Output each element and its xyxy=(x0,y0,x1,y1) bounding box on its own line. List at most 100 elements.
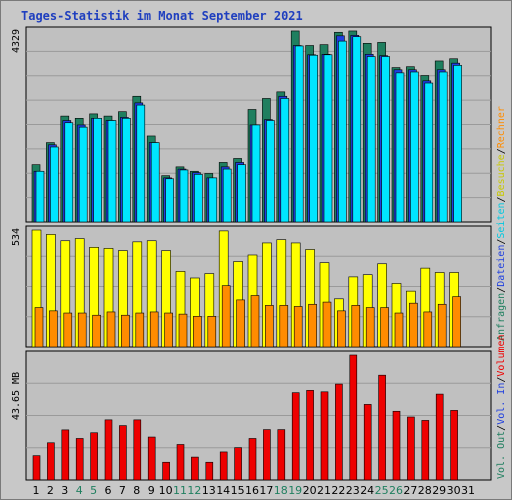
x-tick-label: 7 xyxy=(119,484,126,497)
bar-rechner xyxy=(452,296,461,348)
bar-rechner xyxy=(279,305,289,348)
bar-volumen xyxy=(248,438,257,481)
bar-rechner xyxy=(92,314,101,348)
bar-rechner xyxy=(121,314,130,348)
x-tick-label: 25 xyxy=(375,484,389,497)
bar-volumen xyxy=(234,447,242,481)
bar-rechner xyxy=(337,310,346,348)
bar-rechner xyxy=(293,306,303,348)
bar-rechner xyxy=(380,307,389,348)
bar-volumen xyxy=(363,404,372,481)
x-tick-label: 18 xyxy=(274,484,288,497)
bar-rechner xyxy=(409,302,418,348)
bar-rechner xyxy=(77,312,87,348)
x-tick-label: 11 xyxy=(173,484,187,497)
x-tick-label: 28 xyxy=(418,484,432,497)
bar-volumen xyxy=(90,432,98,481)
legend-entry: Volumen xyxy=(496,334,507,376)
x-tick-label: 9 xyxy=(148,484,155,497)
bar-volumen xyxy=(119,425,127,481)
y-max-label-top: 4329 xyxy=(11,29,22,53)
x-tick-label: 23 xyxy=(346,484,360,497)
bar-rechner xyxy=(106,311,116,348)
bar-volumen xyxy=(104,419,113,481)
x-tick-label: 4 xyxy=(76,484,83,497)
bar-volumen xyxy=(219,451,228,481)
bar-rechner xyxy=(322,301,332,348)
x-tick-label: 12 xyxy=(187,484,201,497)
legend-entry: / xyxy=(496,148,507,154)
x-tick-label: 27 xyxy=(403,484,417,497)
bar-rechner xyxy=(135,312,145,348)
bar-volumen xyxy=(61,429,70,481)
bar-rechner xyxy=(34,307,44,348)
bar-rechner xyxy=(437,303,447,348)
bar-seiten xyxy=(381,56,390,223)
bar-volumen xyxy=(335,383,343,481)
bar-seiten xyxy=(438,71,448,223)
bar-rechner xyxy=(49,310,58,348)
bar-seiten xyxy=(424,82,434,223)
bar-rechner xyxy=(149,311,159,348)
bar-rechner xyxy=(265,305,274,348)
x-tick-label: 15 xyxy=(231,484,245,497)
bar-volumen xyxy=(407,416,415,481)
legend-entry: Vol. In xyxy=(496,383,507,425)
bar-volumen xyxy=(47,442,55,481)
bar-seiten xyxy=(237,164,246,223)
bar-rechner xyxy=(207,316,217,348)
bar-seiten xyxy=(93,118,102,223)
bar-seiten xyxy=(410,71,419,223)
bar-seiten xyxy=(208,177,218,223)
bar-seiten xyxy=(136,104,146,223)
bar-seiten xyxy=(150,142,160,223)
bar-seiten xyxy=(280,98,290,223)
bar-seiten xyxy=(453,65,462,223)
bar-seiten xyxy=(194,174,203,223)
x-tick-label: 16 xyxy=(245,484,259,497)
x-tick-label: 6 xyxy=(105,484,112,497)
x-tick-label: 1 xyxy=(33,484,40,497)
bar-seiten xyxy=(50,146,59,223)
x-tick-label: 31 xyxy=(461,484,475,497)
legend-bottom: Vol. Out/Vol. In/Volumen xyxy=(496,334,507,479)
bar-rechner xyxy=(236,299,245,348)
legend-entry: Anfragen xyxy=(496,293,507,341)
bar-rechner xyxy=(164,312,173,348)
x-tick-label: 3 xyxy=(61,484,68,497)
bar-volumen xyxy=(32,455,41,481)
bar-volumen xyxy=(291,392,300,481)
x-tick-label: 26 xyxy=(389,484,403,497)
legend-entry: Dateien xyxy=(496,245,507,287)
bar-rechner xyxy=(351,305,361,348)
bar-seiten xyxy=(35,170,45,223)
bar-seiten xyxy=(309,54,318,223)
x-tick-label: 13 xyxy=(202,484,216,497)
bar-seiten xyxy=(323,54,333,223)
bar-volumen xyxy=(191,456,199,481)
x-tick-label: 22 xyxy=(331,484,345,497)
bar-volumen xyxy=(435,393,444,481)
y-max-label-middle: 534 xyxy=(11,228,22,246)
chart-title: Tages-Statistik im Monat September 2021 xyxy=(21,9,303,23)
bar-volumen xyxy=(450,410,458,481)
bar-volumen xyxy=(162,461,170,481)
legend-entry: / xyxy=(496,239,507,245)
bar-volumen xyxy=(421,420,430,481)
bar-seiten xyxy=(179,169,189,223)
legend-entry: Besuche xyxy=(496,154,507,196)
bar-rechner xyxy=(394,312,404,348)
x-tick-label: 30 xyxy=(447,484,461,497)
bar-rechner xyxy=(193,316,202,348)
bar-rechner xyxy=(365,307,375,348)
bar-seiten xyxy=(251,124,261,223)
x-tick-label: 19 xyxy=(288,484,302,497)
bar-volumen xyxy=(349,354,358,481)
bar-seiten xyxy=(107,120,117,223)
bar-seiten xyxy=(64,122,74,223)
x-tick-label: 10 xyxy=(159,484,173,497)
bar-rechner xyxy=(63,312,73,348)
bar-volumen xyxy=(392,410,401,481)
x-tick-label: 14 xyxy=(216,484,230,497)
